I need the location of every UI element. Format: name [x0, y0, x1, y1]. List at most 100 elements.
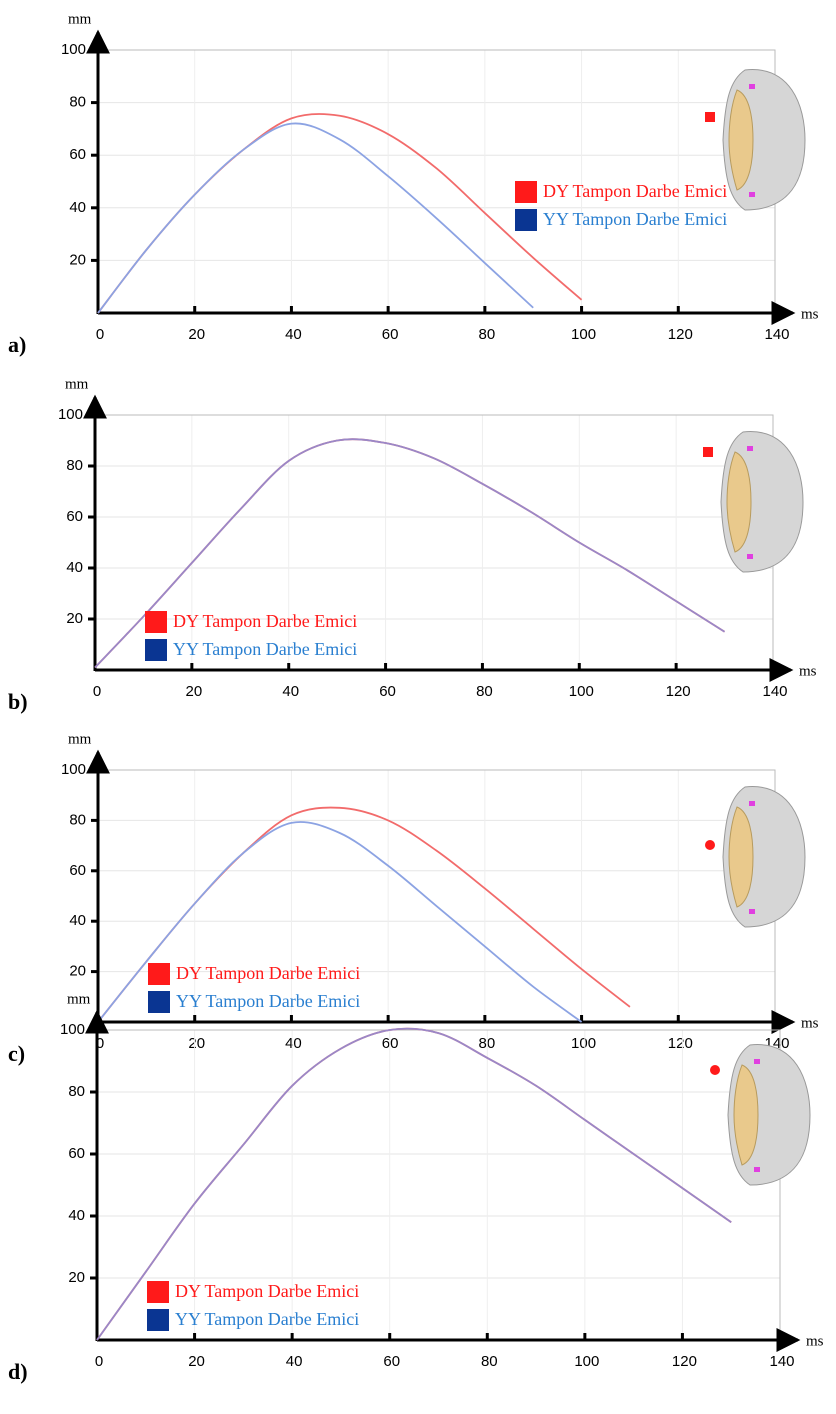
legend-swatch — [147, 1309, 169, 1331]
legend-label: YY Tampon Darbe Emici — [543, 209, 727, 229]
y-axis-label: mm — [68, 731, 92, 747]
x-tick-label: 60 — [379, 683, 396, 700]
x-tick-label: 80 — [476, 683, 493, 700]
legend-swatch — [147, 1281, 169, 1303]
y-tick-label: 100 — [61, 761, 86, 778]
x-tick-label: 0 — [96, 326, 104, 343]
x-tick-label: 140 — [762, 683, 787, 700]
pad — [747, 446, 753, 451]
head-illustration — [705, 786, 806, 928]
y-tick-label: 100 — [60, 1021, 85, 1038]
y-tick-label: 20 — [66, 610, 83, 627]
x-tick-label: 140 — [764, 326, 789, 343]
y-tick-label: 40 — [69, 912, 86, 929]
x-tick-label: 60 — [382, 326, 399, 343]
y-tick-label: 80 — [66, 457, 83, 474]
pad — [749, 909, 755, 914]
y-tick-label: 20 — [69, 251, 86, 268]
x-tick-label: 100 — [571, 326, 596, 343]
legend-swatch — [148, 991, 170, 1013]
legend-label: YY Tampon Darbe Emici — [175, 1309, 359, 1329]
x-axis-label: ms — [801, 1015, 819, 1031]
plot-frame — [94, 414, 774, 671]
head-illustration — [710, 1044, 811, 1186]
x-tick-label: 80 — [481, 1353, 498, 1370]
legend-swatch — [515, 181, 537, 203]
x-tick-label: 120 — [666, 683, 691, 700]
x-tick-label: 100 — [569, 683, 594, 700]
legend-swatch — [148, 963, 170, 985]
head-inner — [728, 89, 754, 191]
x-tick-label: 40 — [282, 683, 299, 700]
legend-label: YY Tampon Darbe Emici — [173, 639, 357, 659]
y-tick-label: 40 — [66, 559, 83, 576]
x-tick-label: 20 — [188, 1353, 205, 1370]
legend-swatch — [145, 611, 167, 633]
legend-label: DY Tampon Darbe Emici — [175, 1281, 359, 1301]
series-line — [97, 821, 583, 1023]
y-tick-label: 80 — [69, 811, 86, 828]
panel-label: c) — [8, 1041, 25, 1066]
impact-point — [710, 1065, 720, 1075]
x-axis-label: ms — [806, 1333, 824, 1349]
y-axis-label: mm — [67, 991, 91, 1007]
x-tick-label: 140 — [769, 1353, 794, 1370]
x-tick-label: 20 — [188, 1035, 205, 1052]
legend-label: YY Tampon Darbe Emici — [176, 991, 360, 1011]
y-tick-label: 20 — [68, 1269, 85, 1286]
y-tick-label: 20 — [69, 963, 86, 980]
y-tick-label: 60 — [69, 146, 86, 163]
series-line — [97, 806, 631, 1023]
impact-point — [703, 447, 713, 457]
plot-frame — [97, 769, 776, 1023]
y-axis-label: mm — [65, 376, 89, 392]
series-line — [96, 1027, 732, 1341]
x-tick-label: 40 — [285, 326, 302, 343]
head-inner — [726, 451, 752, 553]
head-illustration — [703, 431, 804, 573]
pad — [749, 192, 755, 197]
series-line — [97, 113, 583, 314]
legend-swatch — [145, 639, 167, 661]
y-tick-label: 40 — [69, 199, 86, 216]
x-tick-label: 0 — [95, 1353, 103, 1370]
x-tick-label: 60 — [383, 1353, 400, 1370]
panel-label: b) — [8, 689, 28, 714]
x-tick-label: 0 — [93, 683, 101, 700]
x-tick-label: 100 — [571, 1035, 596, 1052]
pad — [754, 1059, 760, 1064]
y-tick-label: 60 — [69, 862, 86, 879]
panel-label: a) — [8, 332, 26, 357]
pad — [749, 801, 755, 806]
y-tick-label: 100 — [61, 41, 86, 58]
series-line — [97, 122, 534, 314]
series-line — [94, 438, 726, 669]
impact-point — [705, 840, 715, 850]
legend-label: DY Tampon Darbe Emici — [176, 963, 360, 983]
y-tick-label: 100 — [58, 406, 83, 423]
x-axis-label: ms — [801, 306, 819, 322]
series-line — [94, 438, 726, 669]
x-axis-label: ms — [799, 663, 817, 679]
pad — [754, 1167, 760, 1172]
y-tick-label: 60 — [68, 1145, 85, 1162]
impact-point — [705, 112, 715, 122]
x-tick-label: 40 — [286, 1353, 303, 1370]
x-tick-label: 0 — [96, 1035, 104, 1052]
pad — [749, 84, 755, 89]
head-inner — [728, 806, 754, 908]
x-tick-label: 20 — [188, 326, 205, 343]
panel-label: d) — [8, 1359, 28, 1384]
y-tick-label: 60 — [66, 508, 83, 525]
x-tick-label: 120 — [668, 326, 693, 343]
head-inner — [733, 1064, 759, 1166]
x-tick-label: 100 — [574, 1353, 599, 1370]
legend-label: DY Tampon Darbe Emici — [543, 181, 727, 201]
legend-swatch — [515, 209, 537, 231]
x-tick-label: 20 — [186, 683, 203, 700]
y-axis-label: mm — [68, 11, 92, 27]
pad — [747, 554, 753, 559]
y-tick-label: 40 — [68, 1207, 85, 1224]
head-illustration — [705, 69, 806, 211]
